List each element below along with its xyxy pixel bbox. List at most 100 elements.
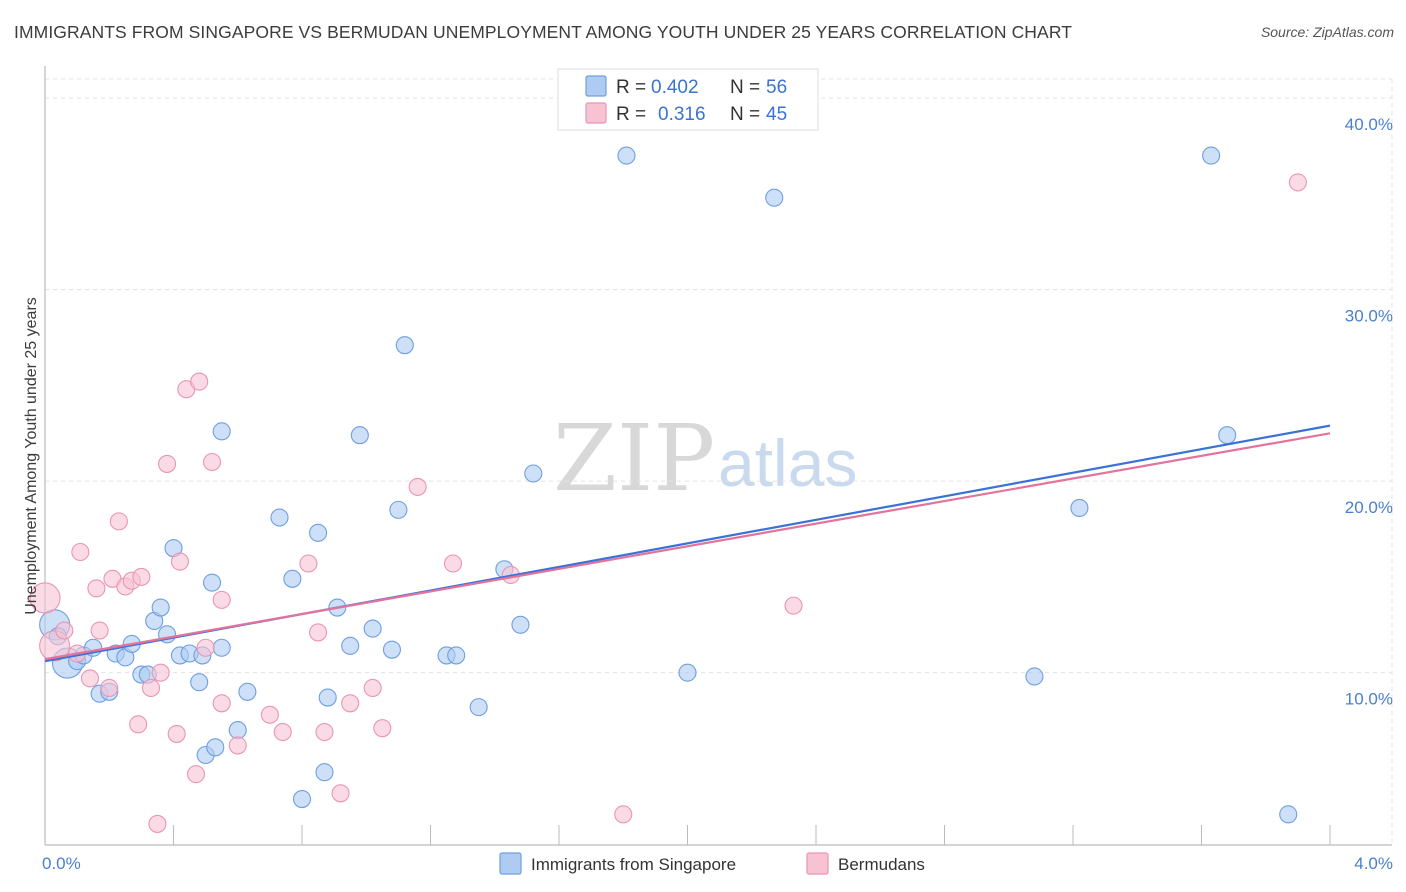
point-singapore [395, 336, 414, 355]
point-singapore [469, 698, 488, 717]
y-axis-title: Unemployment Among Youth under 25 years [23, 297, 40, 615]
point-bermudans [212, 590, 231, 609]
point-singapore [524, 464, 543, 483]
points [29, 146, 1307, 833]
point-singapore [212, 638, 231, 657]
point-singapore [765, 188, 784, 207]
point-bermudans [408, 477, 427, 496]
x-tick-max: 4.0% [1354, 854, 1393, 873]
legend-swatch-pink [585, 102, 607, 124]
trend-lines [44, 424, 1331, 663]
point-bermudans [212, 694, 231, 713]
series-legend-label-singapore: Immigrants from Singapore [531, 855, 736, 874]
point-singapore [315, 763, 334, 782]
point-singapore [389, 500, 408, 519]
point-bermudans [299, 554, 318, 573]
point-bermudans [87, 579, 106, 598]
point-singapore [363, 619, 382, 638]
point-singapore [511, 615, 530, 634]
point-singapore [1070, 498, 1089, 518]
y-tick-label: 40.0% [1345, 115, 1393, 134]
point-singapore [1279, 805, 1298, 824]
point-bermudans [186, 765, 206, 784]
point-bermudans [260, 705, 279, 724]
point-bermudans [784, 596, 803, 615]
point-bermudans [90, 621, 109, 640]
point-bermudans [167, 724, 186, 743]
point-bermudans [109, 512, 128, 531]
point-bermudans [55, 621, 74, 640]
point-bermudans [71, 542, 90, 562]
legend-n-value-2: 45 [766, 104, 787, 125]
point-bermudans [151, 663, 170, 682]
point-bermudans [1288, 173, 1307, 192]
point-singapore [1025, 667, 1044, 686]
point-singapore [203, 573, 222, 592]
y-tick-label: 10.0% [1345, 690, 1393, 709]
point-singapore [318, 688, 337, 707]
legend-r-value-2: 0.316 [658, 104, 706, 125]
point-bermudans [29, 582, 61, 614]
point-singapore [447, 646, 466, 665]
legend-r-label-1: R = [616, 77, 646, 98]
point-singapore [1202, 146, 1221, 165]
point-singapore [238, 682, 257, 701]
point-bermudans [129, 715, 148, 734]
point-bermudans [273, 722, 292, 742]
point-bermudans [373, 719, 392, 738]
point-singapore [1218, 426, 1237, 445]
series-legend-label-bermudans: Bermudans [838, 855, 925, 874]
series-legend-swatch-bermudans [806, 852, 829, 875]
x-tick-min: 0.0% [42, 854, 81, 873]
legend-r-label-2: R = [616, 104, 646, 125]
point-singapore [678, 663, 697, 682]
point-singapore [270, 508, 289, 527]
point-bermudans [341, 694, 360, 713]
point-bermudans [196, 638, 215, 657]
point-bermudans [190, 372, 209, 391]
point-singapore [190, 673, 209, 692]
point-bermudans [158, 454, 177, 473]
point-bermudans [100, 678, 119, 698]
source-credit: Source: ZipAtlas.com [1260, 24, 1394, 40]
y-tick-label: 20.0% [1345, 498, 1393, 517]
chart-title: IMMIGRANTS FROM SINGAPORE VS BERMUDAN UN… [14, 22, 1073, 42]
legend-r-value-1: 0.402 [651, 77, 699, 98]
watermark-zip: ZIP [553, 405, 715, 512]
y-tick-label: 30.0% [1345, 307, 1393, 326]
watermark: ZIP atlas [553, 405, 857, 512]
point-bermudans [363, 678, 382, 698]
point-bermudans [315, 722, 334, 742]
point-bermudans [614, 805, 633, 824]
point-singapore [283, 569, 302, 588]
legend-n-label-2: N = [730, 104, 760, 125]
point-bermudans [228, 736, 247, 755]
point-bermudans [170, 552, 189, 571]
point-singapore [617, 146, 636, 165]
point-bermudans [331, 784, 350, 803]
point-singapore [151, 598, 170, 617]
point-singapore [309, 523, 328, 542]
point-singapore [292, 789, 312, 809]
point-singapore [382, 640, 402, 659]
point-bermudans [203, 452, 222, 472]
point-bermudans [309, 623, 328, 642]
point-singapore [350, 426, 369, 445]
point-singapore [212, 422, 231, 441]
legend-n-label-1: N = [730, 77, 760, 98]
point-bermudans [443, 554, 463, 573]
point-singapore [341, 636, 360, 655]
axes: 10.0% 20.0% 30.0% 40.0% [44, 66, 1393, 846]
series-legend-swatch-singapore [499, 852, 522, 875]
legend-swatch-blue [585, 75, 607, 97]
legend-n-value-1: 56 [766, 77, 787, 98]
watermark-atlas: atlas [718, 426, 857, 500]
series-legend: Immigrants from Singapore Bermudans [499, 852, 925, 875]
point-bermudans [132, 567, 151, 586]
point-bermudans [80, 669, 100, 688]
trend-line-bermudans [44, 432, 1331, 661]
point-singapore [206, 738, 225, 757]
point-bermudans [141, 678, 161, 698]
point-singapore [228, 721, 247, 740]
